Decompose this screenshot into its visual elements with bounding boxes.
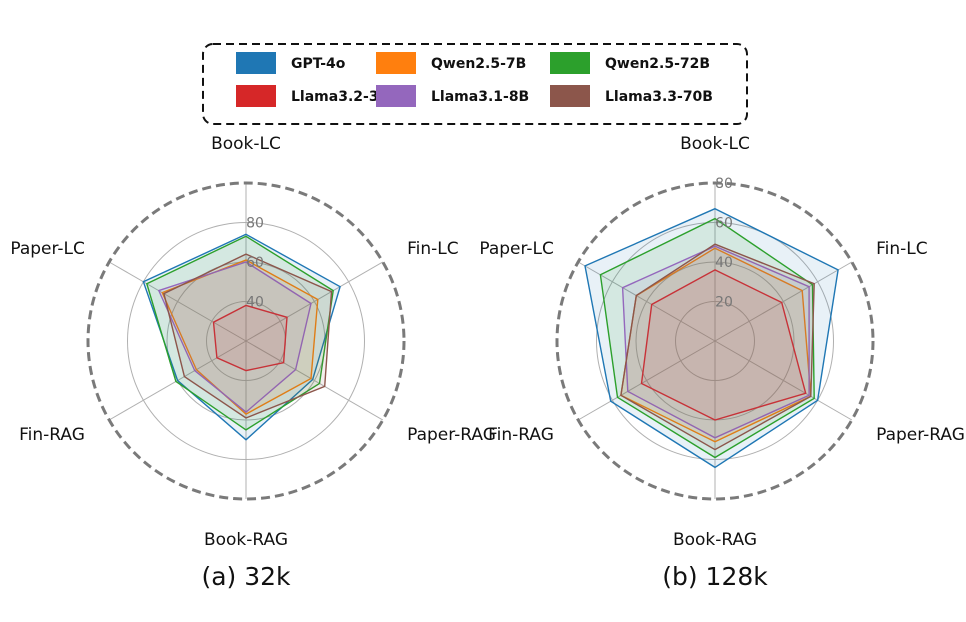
- axis-label-fin-lc: Fin-LC: [407, 239, 459, 259]
- outer-frame: [555, 181, 875, 501]
- legend-swatch: [236, 52, 276, 74]
- spoke: [245, 340, 384, 421]
- legend: GPT-4o Qwen2.5-7B Qwen2.5-72B Llama3.2-3B Ll…: [202, 43, 748, 125]
- series-llama3-3-70b: [620, 243, 815, 451]
- spoke: [245, 261, 384, 342]
- series-llama3-2-3b: [212, 304, 288, 372]
- axis-label-fin-rag: Fin-RAG: [19, 425, 85, 445]
- spoke: [714, 261, 853, 342]
- legend-label: Qwen2.5-7B: [431, 56, 526, 72]
- legend-swatch: [236, 85, 276, 107]
- legend-item-llama3-3-70b: Llama3.3-70B: [550, 85, 713, 107]
- tick-label: 20: [715, 295, 733, 311]
- legend-label: Qwen2.5-72B: [605, 56, 710, 72]
- legend-swatch: [550, 52, 590, 74]
- axis-label-book-lc: Book-LC: [680, 134, 750, 154]
- chart-caption: (b) 128k: [662, 562, 768, 591]
- axis-label-paper-lc: Paper-LC: [10, 239, 85, 259]
- series-qwen2-5-72b: [145, 235, 334, 431]
- series-llama3-1-8b: [157, 261, 312, 414]
- axis-label-paper-rag: Paper-RAG: [876, 425, 965, 445]
- spoke: [108, 261, 247, 342]
- series-llama3-2-3b: [640, 269, 807, 421]
- series-qwen2-5-72b: [599, 217, 815, 459]
- legend-swatch: [376, 85, 416, 107]
- tick-label: 40: [715, 255, 733, 271]
- axis-label-fin-lc: Fin-LC: [876, 239, 928, 259]
- legend-swatch: [376, 52, 416, 74]
- series-gpt-4o: [142, 233, 341, 441]
- outer-frame: [86, 181, 406, 501]
- legend-frame: [202, 43, 748, 125]
- tick-label: 60: [715, 216, 733, 232]
- spoke: [714, 340, 853, 421]
- tick-label: 80: [246, 216, 264, 232]
- series-llama3-3-70b: [163, 253, 333, 419]
- legend-item-llama3-2-3b: Llama3.2-3B: [236, 85, 389, 107]
- spoke: [577, 340, 716, 421]
- series-llama3-1-8b: [621, 245, 810, 439]
- radar-chart-32k: 40 60 80 Book-LC Fin-LC Paper-RAG Book-RAG Fin-…: [10, 134, 496, 591]
- legend-label: Llama3.3-70B: [605, 89, 713, 105]
- chart-caption: (a) 32k: [201, 562, 291, 591]
- series-qwen2-5-7b: [161, 259, 319, 415]
- legend-item-qwen2-5-7b: Qwen2.5-7B: [376, 52, 526, 74]
- axis-label-book-lc: Book-LC: [211, 134, 281, 154]
- legend-label: Llama3.2-3B: [291, 89, 389, 105]
- legend-label: Llama3.1-8B: [431, 89, 529, 105]
- tick-label: 60: [246, 255, 264, 271]
- tick-label: 40: [246, 295, 264, 311]
- legend-item-llama3-1-8b: Llama3.1-8B: [376, 85, 529, 107]
- legend-item-qwen2-5-72b: Qwen2.5-72B: [550, 52, 710, 74]
- legend-swatch: [550, 85, 590, 107]
- tick-label: 80: [715, 176, 733, 192]
- axis-label-fin-rag: Fin-RAG: [488, 425, 554, 445]
- axis-label-paper-lc: Paper-LC: [479, 239, 554, 259]
- radar-chart-128k: 20 40 60 80 Book-LC Fin-LC Paper-RAG Book-RAG Fi…: [479, 134, 965, 591]
- legend-label: GPT-4o: [291, 56, 346, 72]
- legend-item-gpt-4o: GPT-4o: [236, 52, 346, 74]
- axis-label-book-rag: Book-RAG: [204, 530, 288, 550]
- axis-label-book-rag: Book-RAG: [673, 530, 757, 550]
- axis-label-paper-rag: Paper-RAG: [407, 425, 496, 445]
